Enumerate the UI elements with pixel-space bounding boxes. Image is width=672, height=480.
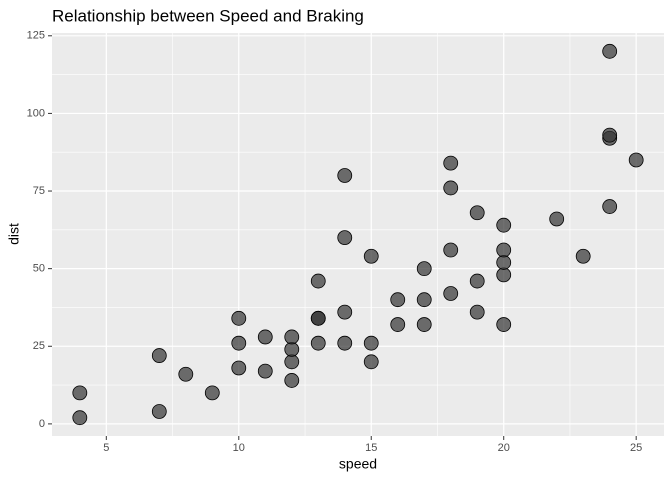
point xyxy=(151,404,167,419)
point xyxy=(310,273,326,289)
x-tick-label: 20 xyxy=(498,442,510,454)
point xyxy=(496,217,512,233)
point xyxy=(469,304,485,320)
y-tick-label: 125 xyxy=(27,30,45,42)
y-tick-label: 0 xyxy=(39,418,45,430)
point xyxy=(443,155,459,171)
point xyxy=(628,152,644,168)
y-tick-label: 100 xyxy=(27,107,45,119)
point xyxy=(496,317,512,332)
point xyxy=(443,180,459,196)
point xyxy=(72,385,88,401)
point xyxy=(310,335,326,351)
y-axis-label: dist xyxy=(6,223,22,245)
point xyxy=(337,304,353,320)
point xyxy=(204,385,220,401)
x-tick-label: 5 xyxy=(103,442,109,454)
point xyxy=(178,366,194,382)
chart-title: Relationship between Speed and Braking xyxy=(52,6,364,25)
point xyxy=(337,168,353,183)
point xyxy=(72,410,88,426)
point xyxy=(337,230,353,246)
x-tick-label: 15 xyxy=(365,442,377,454)
point xyxy=(363,248,379,264)
point xyxy=(416,317,432,332)
point xyxy=(151,348,167,363)
point xyxy=(231,310,247,326)
point xyxy=(443,242,459,258)
y-tick-label: 25 xyxy=(33,340,45,352)
point xyxy=(257,329,273,345)
point xyxy=(231,335,247,351)
point xyxy=(363,335,379,351)
point xyxy=(443,286,459,301)
point xyxy=(257,363,273,379)
point xyxy=(469,273,485,289)
point xyxy=(390,292,406,308)
point xyxy=(575,248,591,264)
point xyxy=(496,267,512,283)
point xyxy=(284,341,300,357)
point xyxy=(284,373,300,388)
point xyxy=(337,335,353,351)
point xyxy=(363,354,379,370)
point xyxy=(390,317,406,332)
point xyxy=(416,292,432,308)
x-tick-label: 25 xyxy=(630,442,642,454)
x-tick-label: 10 xyxy=(233,442,245,454)
point xyxy=(496,242,512,258)
point xyxy=(284,354,300,370)
plot-panel xyxy=(52,33,664,436)
point xyxy=(602,199,618,214)
point xyxy=(549,211,565,227)
point xyxy=(284,329,300,345)
point xyxy=(602,127,618,143)
point xyxy=(496,255,512,270)
point xyxy=(231,360,247,376)
x-axis-label: speed xyxy=(339,456,377,472)
point xyxy=(416,261,432,277)
y-tick-label: 50 xyxy=(33,263,45,275)
y-tick-label: 75 xyxy=(33,185,45,197)
point xyxy=(602,43,618,59)
point xyxy=(310,310,326,326)
point xyxy=(469,205,485,221)
